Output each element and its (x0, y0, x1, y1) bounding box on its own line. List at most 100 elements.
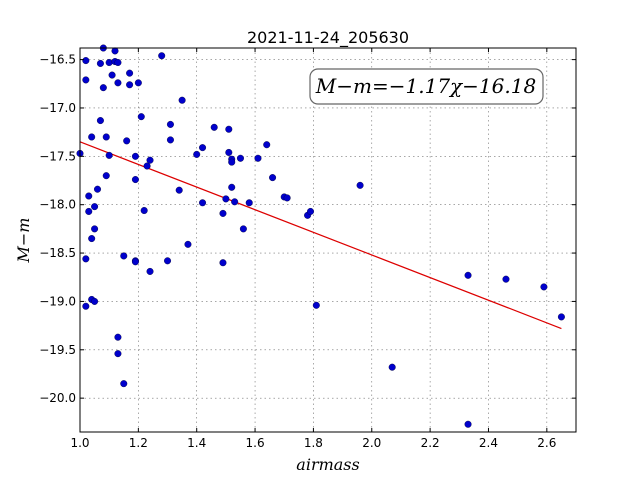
data-point (143, 162, 151, 170)
data-point (222, 195, 230, 203)
y-tick-label: −17.0 (39, 101, 76, 115)
data-point (245, 199, 253, 207)
data-point (356, 181, 364, 189)
data-point (126, 69, 134, 77)
data-point (464, 271, 472, 279)
data-point (219, 259, 227, 267)
x-tick-label: 1.4 (187, 436, 206, 450)
annotation-box-border (309, 68, 544, 105)
plot-frame (79, 47, 577, 433)
x-tick-label: 1.8 (304, 436, 323, 450)
data-point (140, 206, 148, 214)
x-tick-label: 1.6 (246, 436, 265, 450)
data-point (91, 203, 99, 211)
fit-line (79, 141, 562, 330)
data-point (283, 194, 291, 202)
data-point (123, 137, 131, 145)
data-point (239, 225, 247, 233)
data-point (199, 199, 207, 207)
data-point (146, 267, 154, 275)
x-tick-label: 2.0 (362, 436, 381, 450)
y-tick-label: −18.0 (39, 198, 76, 212)
data-point (137, 113, 145, 121)
data-point (146, 156, 154, 164)
y-tick-label: −16.5 (39, 53, 76, 67)
x-axis-label: airmass (296, 455, 359, 474)
data-point (102, 172, 110, 180)
data-point (105, 151, 113, 159)
equation-annotation: M−m=−1.17χ−16.18 (309, 68, 544, 105)
y-tick-label: −19.5 (39, 343, 76, 357)
data-point (120, 380, 128, 388)
data-point (88, 235, 96, 243)
data-point (228, 158, 236, 166)
data-point (175, 186, 183, 194)
grid (79, 48, 576, 432)
data-point (464, 420, 472, 428)
data-point (166, 136, 174, 144)
data-point (114, 59, 122, 67)
data-point (134, 79, 142, 87)
annotation-text: M−m=−1.17χ−16.18 (315, 74, 536, 98)
data-point (166, 120, 174, 128)
data-point (82, 76, 90, 84)
data-point (312, 301, 320, 309)
data-point (96, 117, 104, 125)
data-point (88, 133, 96, 141)
data-point (99, 84, 107, 92)
x-tick-label: 2.4 (479, 436, 498, 450)
data-point (269, 174, 277, 182)
data-point (306, 207, 314, 215)
data-point (114, 350, 122, 358)
y-tick-label: −20.0 (39, 391, 76, 405)
data-point (193, 150, 201, 158)
x-tick-label: 1.0 (70, 436, 89, 450)
data-point (105, 59, 113, 67)
x-tick-label: 2.2 (421, 436, 440, 450)
data-point (228, 183, 236, 191)
data-point (225, 125, 233, 133)
axis-ticks: 1.0 1.2 1.4 1.6 1.8 2.0 2.2 2.4 2.6 −16.5 −17.0 −17… (39, 48, 576, 450)
data-point (102, 133, 110, 141)
data-point (91, 297, 99, 305)
data-point (131, 176, 139, 184)
data-point (263, 141, 271, 149)
data-point (164, 257, 172, 265)
data-point (82, 57, 90, 65)
data-point (131, 258, 139, 266)
data-point (108, 71, 116, 79)
data-point (184, 240, 192, 248)
data-point (557, 313, 565, 321)
data-point (120, 252, 128, 260)
data-point (111, 47, 119, 55)
data-point (219, 209, 227, 217)
y-tick-label: −19.0 (39, 294, 76, 308)
data-point (231, 198, 239, 206)
chart-title: 2021-11-24_205630 (247, 28, 409, 48)
data-point (82, 255, 90, 263)
data-point (236, 154, 244, 162)
data-point (85, 207, 93, 215)
fit-line-layer (79, 141, 562, 330)
data-point (158, 52, 166, 60)
data-point (131, 152, 139, 160)
data-point (178, 96, 186, 104)
data-point (126, 81, 134, 89)
y-axis-label: M−m (14, 218, 33, 264)
y-tick-label: −18.5 (39, 246, 76, 260)
data-point (85, 192, 93, 200)
data-point (254, 154, 262, 162)
data-point (82, 302, 90, 310)
data-point (96, 59, 104, 67)
data-point (388, 363, 396, 371)
data-point (199, 144, 207, 152)
x-tick-label: 1.2 (129, 436, 148, 450)
data-point (225, 148, 233, 156)
data-point (502, 275, 510, 283)
data-points (76, 44, 565, 428)
data-point (91, 225, 99, 233)
y-tick-label: −17.5 (39, 149, 76, 163)
data-point (540, 283, 548, 291)
data-point (210, 123, 218, 131)
